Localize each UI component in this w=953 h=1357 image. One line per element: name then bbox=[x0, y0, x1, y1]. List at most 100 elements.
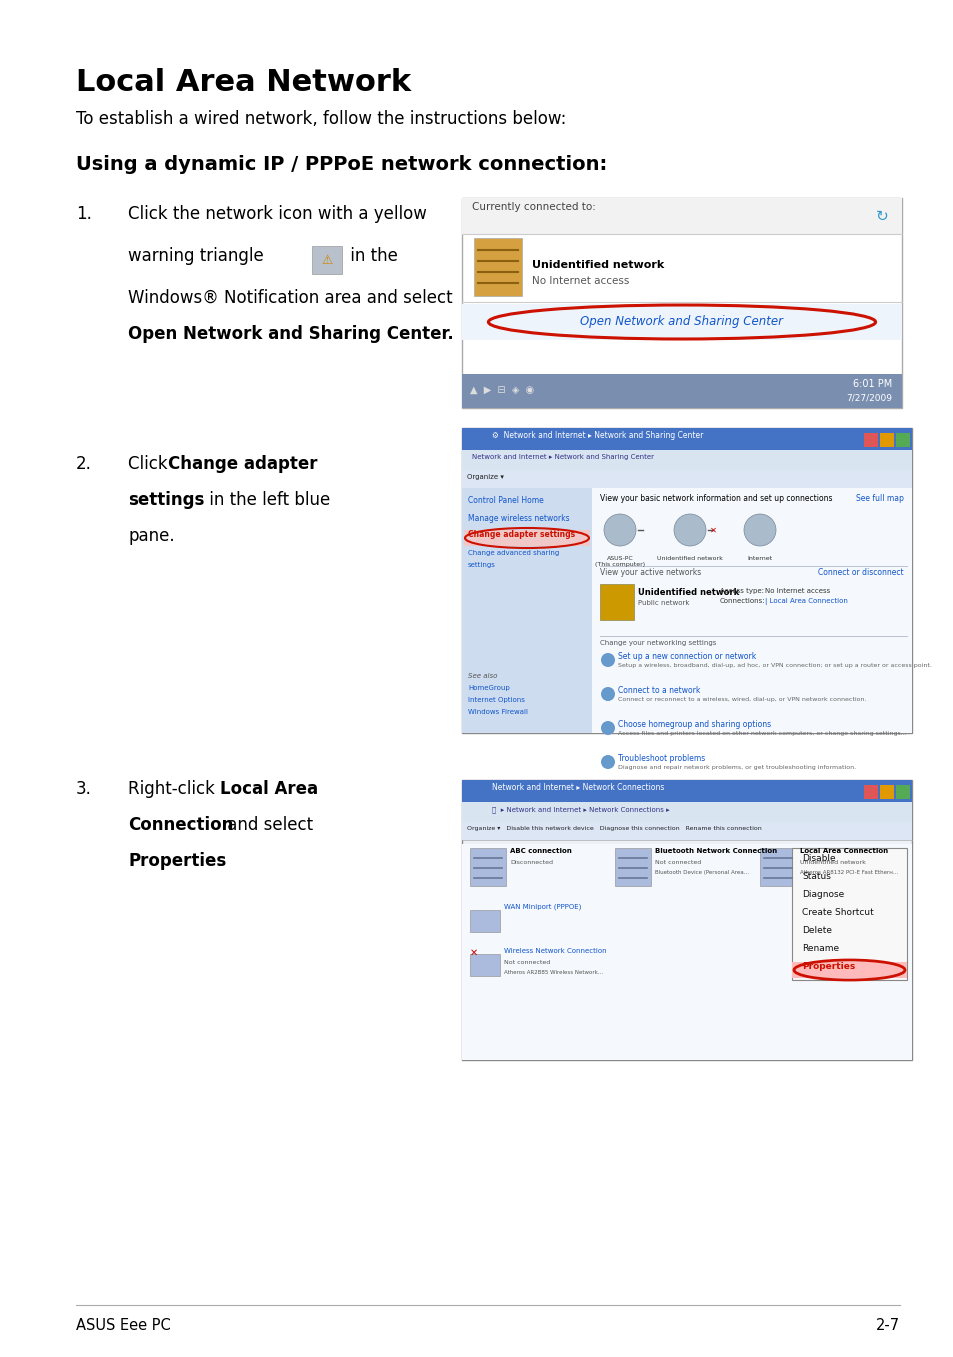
Bar bbox=[895, 433, 909, 446]
Circle shape bbox=[743, 514, 775, 546]
Text: 3.: 3. bbox=[76, 780, 91, 798]
Bar bbox=[895, 784, 909, 799]
Text: Click: Click bbox=[128, 455, 172, 474]
Text: Change adapter settings: Change adapter settings bbox=[468, 531, 575, 539]
Text: Connect to a network: Connect to a network bbox=[618, 687, 700, 695]
Text: Rename: Rename bbox=[801, 944, 839, 953]
Text: Network and Internet ▸ Network and Sharing Center: Network and Internet ▸ Network and Shari… bbox=[472, 455, 654, 460]
Text: Network and Internet ▸ Network Connections: Network and Internet ▸ Network Connectio… bbox=[492, 783, 663, 792]
Bar bbox=[461, 198, 901, 233]
Text: Diagnose: Diagnose bbox=[801, 890, 843, 898]
Circle shape bbox=[600, 754, 615, 769]
Bar bbox=[791, 962, 906, 978]
Text: Internet: Internet bbox=[746, 556, 772, 560]
Text: ✕: ✕ bbox=[709, 525, 716, 535]
Bar bbox=[791, 848, 906, 980]
Text: Unidentified network: Unidentified network bbox=[532, 261, 663, 270]
Text: Unidentified network: Unidentified network bbox=[638, 588, 739, 597]
Text: Change your networking settings: Change your networking settings bbox=[599, 641, 716, 646]
Text: Local Area Connection: Local Area Connection bbox=[800, 848, 887, 854]
Text: warning triangle: warning triangle bbox=[128, 247, 263, 265]
Circle shape bbox=[600, 721, 615, 735]
Text: .: . bbox=[215, 852, 221, 870]
Circle shape bbox=[603, 514, 636, 546]
Text: Set up a new connection or network: Set up a new connection or network bbox=[618, 651, 756, 661]
Bar bbox=[461, 802, 911, 822]
Text: Using a dynamic IP / PPPoE network connection:: Using a dynamic IP / PPPoE network conne… bbox=[76, 155, 607, 174]
Text: settings: settings bbox=[128, 491, 204, 509]
Text: in the left blue: in the left blue bbox=[204, 491, 330, 509]
Text: ✕: ✕ bbox=[470, 949, 477, 958]
Text: 🔵  ▸ Network and Internet ▸ Network Connections ▸: 🔵 ▸ Network and Internet ▸ Network Conne… bbox=[492, 806, 669, 813]
Text: Windows Firewall: Windows Firewall bbox=[468, 708, 527, 715]
Text: Open Network and Sharing Center: Open Network and Sharing Center bbox=[579, 315, 782, 328]
Text: Atheros AR2B85 Wireless Network...: Atheros AR2B85 Wireless Network... bbox=[503, 970, 602, 974]
Bar bbox=[461, 780, 911, 802]
Text: No Internet access: No Internet access bbox=[764, 588, 829, 594]
Bar bbox=[470, 911, 499, 932]
Text: Properties: Properties bbox=[801, 962, 854, 972]
Text: Create Shortcut: Create Shortcut bbox=[801, 908, 873, 917]
Bar bbox=[470, 848, 505, 886]
Text: Wireless Network Connection: Wireless Network Connection bbox=[503, 949, 606, 954]
Text: WAN Miniport (PPPOE): WAN Miniport (PPPOE) bbox=[503, 904, 580, 911]
Text: See also: See also bbox=[468, 673, 497, 678]
Text: pane.: pane. bbox=[128, 527, 174, 546]
Bar bbox=[463, 531, 589, 546]
Bar bbox=[461, 470, 911, 489]
Text: Disable: Disable bbox=[801, 854, 835, 863]
Bar bbox=[461, 780, 911, 1060]
Bar bbox=[760, 848, 795, 886]
Text: Right-click: Right-click bbox=[128, 780, 220, 798]
Text: ▲  ▶  ⊟  ◈  ◉: ▲ ▶ ⊟ ◈ ◉ bbox=[470, 385, 534, 396]
Text: Diagnose and repair network problems, or get troubleshooting information.: Diagnose and repair network problems, or… bbox=[618, 765, 855, 769]
Text: No Internet access: No Internet access bbox=[532, 275, 629, 286]
Text: Atheros AR8132 PCI-E Fast Etherн...: Atheros AR8132 PCI-E Fast Etherн... bbox=[800, 870, 897, 875]
Bar bbox=[461, 427, 911, 733]
Text: Unidentified network: Unidentified network bbox=[800, 860, 865, 864]
Text: Status: Status bbox=[801, 873, 830, 881]
Bar bbox=[461, 198, 901, 408]
Text: Local Area: Local Area bbox=[220, 780, 317, 798]
Text: Choose homegroup and sharing options: Choose homegroup and sharing options bbox=[618, 721, 770, 729]
Text: Open Network and Sharing Center.: Open Network and Sharing Center. bbox=[128, 324, 454, 343]
Text: 7/27/2009: 7/27/2009 bbox=[845, 394, 891, 403]
Text: in the: in the bbox=[345, 247, 397, 265]
Text: Connection: Connection bbox=[128, 816, 233, 835]
Text: View your basic network information and set up connections: View your basic network information and … bbox=[599, 494, 832, 503]
Text: To establish a wired network, follow the instructions below:: To establish a wired network, follow the… bbox=[76, 110, 566, 128]
Text: Access files and printers located on other network computers, or change sharing : Access files and printers located on oth… bbox=[618, 731, 905, 735]
Bar bbox=[863, 433, 877, 446]
Bar bbox=[461, 844, 911, 1060]
Text: ↻: ↻ bbox=[875, 209, 887, 224]
Text: Organize ▾   Disable this network device   Diagnose this connection   Rename thi: Organize ▾ Disable this network device D… bbox=[467, 826, 760, 830]
Text: Currently connected to:: Currently connected to: bbox=[472, 202, 596, 212]
Bar bbox=[879, 433, 893, 446]
Text: Delete: Delete bbox=[801, 925, 831, 935]
Bar bbox=[863, 784, 877, 799]
Text: Organize ▾: Organize ▾ bbox=[467, 474, 503, 480]
Text: Disconnected: Disconnected bbox=[510, 860, 553, 864]
Text: Troubleshoot problems: Troubleshoot problems bbox=[618, 754, 704, 763]
Text: View your active networks: View your active networks bbox=[599, 569, 700, 577]
Text: Unidentified network: Unidentified network bbox=[657, 556, 722, 560]
Bar bbox=[592, 489, 911, 733]
Circle shape bbox=[673, 514, 705, 546]
Text: Connect or disconnect: Connect or disconnect bbox=[818, 569, 903, 577]
Text: ⚠: ⚠ bbox=[321, 254, 333, 266]
Bar bbox=[470, 954, 499, 976]
Text: Manage wireless networks: Manage wireless networks bbox=[468, 514, 569, 522]
Text: and select: and select bbox=[222, 816, 313, 835]
Text: ASUS-PC
(This computer): ASUS-PC (This computer) bbox=[595, 556, 644, 567]
Bar bbox=[461, 822, 911, 840]
Bar bbox=[461, 375, 901, 408]
Circle shape bbox=[600, 653, 615, 668]
Text: Control Panel Home: Control Panel Home bbox=[468, 497, 543, 505]
Text: settings: settings bbox=[468, 562, 496, 569]
Text: Properties: Properties bbox=[128, 852, 226, 870]
Text: Not connected: Not connected bbox=[503, 959, 550, 965]
Text: ASUS Eee PC: ASUS Eee PC bbox=[76, 1318, 171, 1333]
Bar bbox=[599, 584, 634, 620]
Circle shape bbox=[600, 687, 615, 702]
Text: 2-7: 2-7 bbox=[875, 1318, 899, 1333]
